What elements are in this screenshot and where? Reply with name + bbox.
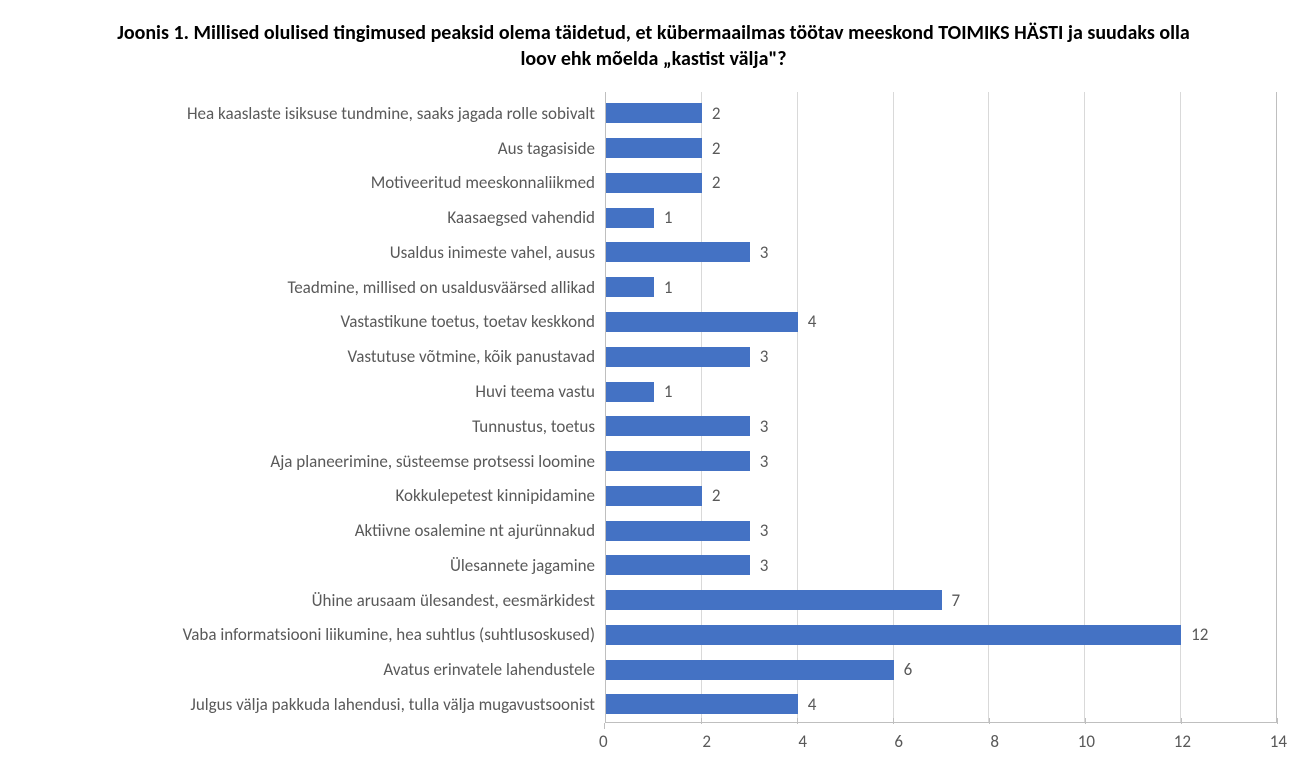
bar: [606, 103, 702, 123]
x-label: 8: [903, 731, 999, 752]
bar-value-label: 4: [808, 694, 817, 715]
y-label: Hea kaaslaste isiksuse tundmine, saaks j…: [30, 97, 595, 130]
bar: [606, 555, 750, 575]
chart-title: Joonis 1. Millised olulised tingimused p…: [104, 20, 1204, 72]
bar-value-label: 1: [664, 381, 673, 402]
y-axis-labels: Hea kaaslaste isiksuse tundmine, saaks j…: [30, 92, 605, 752]
y-label: Ülesannete jagamine: [30, 549, 595, 582]
y-label: Julgus välja pakkuda lahendusi, tulla vä…: [30, 688, 595, 721]
bar: [606, 382, 654, 402]
x-axis: 0 2468101214: [605, 722, 1277, 752]
y-label: Tunnustus, toetus: [30, 410, 595, 443]
bar-value-label: 2: [712, 172, 721, 193]
x-label: 4: [711, 731, 807, 752]
bar-value-label: 4: [808, 311, 817, 332]
bar: [606, 242, 750, 262]
y-label: Aja planeerimine, süsteemse protsessi lo…: [30, 445, 595, 478]
bar-value-label: 3: [760, 416, 769, 437]
y-label: Aktiivne osalemine nt ajurünnakud: [30, 514, 595, 547]
bar-row: 7: [606, 584, 1277, 617]
bar-row: 2: [606, 479, 1277, 512]
bar-row: 2: [606, 166, 1277, 199]
bar-row: 2: [606, 132, 1277, 165]
bars-container: 2 2 2 1 3 1 4 3 1 3 3 2 3 3 7 12 6 4: [606, 96, 1277, 722]
y-label: Vastutuse võtmine, kõik panustavad: [30, 340, 595, 373]
plot-area: 2 2 2 1 3 1 4 3 1 3 3 2 3 3 7 12 6 4: [605, 92, 1277, 722]
bar-row: 4: [606, 305, 1277, 338]
y-label: Vastastikune toetus, toetav keskkond: [30, 305, 595, 338]
y-label: Kaasaegsed vahendid: [30, 201, 595, 234]
y-label: Usaldus inimeste vahel, ausus: [30, 236, 595, 269]
bar-row: 3: [606, 549, 1277, 582]
bar: [606, 694, 798, 714]
bar: [606, 590, 942, 610]
bar-row: 3: [606, 236, 1277, 269]
bar: [606, 208, 654, 228]
bar-row: 12: [606, 618, 1277, 651]
y-label: Teadmine, millised on usaldusväärsed all…: [30, 271, 595, 304]
bar-value-label: 3: [760, 346, 769, 367]
bar-value-label: 1: [664, 207, 673, 228]
plot-wrap: 2221314313323371264 0 2468101214: [605, 92, 1277, 752]
bar-value-label: 7: [952, 590, 961, 611]
bar-value-label: 12: [1191, 624, 1208, 645]
y-label: Aus tagasiside: [30, 132, 595, 165]
y-label: Motiveeritud meeskonnaliikmed: [30, 166, 595, 199]
bar: [606, 486, 702, 506]
bar-row: 3: [606, 410, 1277, 443]
x-label: 6: [807, 731, 903, 752]
y-label: Huvi teema vastu: [30, 375, 595, 408]
bar-value-label: 6: [904, 659, 913, 680]
bar-row: 3: [606, 340, 1277, 373]
bar: [606, 521, 750, 541]
y-label: Avatus erinvatele lahendustele: [30, 653, 595, 686]
bar-row: 2: [606, 97, 1277, 130]
bar-row: 6: [606, 653, 1277, 686]
bar-value-label: 2: [712, 485, 721, 506]
y-label: Vaba informatsiooni liikumine, hea suhtl…: [30, 618, 595, 651]
bar: [606, 277, 654, 297]
x-label: 14: [1191, 731, 1287, 752]
x-label: 2: [615, 731, 711, 752]
x-tick-zero: [604, 723, 605, 729]
bar-row: 1: [606, 375, 1277, 408]
bar-value-label: 2: [712, 103, 721, 124]
bar-row: 3: [606, 514, 1277, 547]
bar: [606, 347, 750, 367]
bar-row: 1: [606, 201, 1277, 234]
bar: [606, 416, 750, 436]
bar: [606, 312, 798, 332]
bar-value-label: 3: [760, 520, 769, 541]
x-axis-labels: 0 2468101214: [605, 731, 1277, 752]
bar-value-label: 1: [664, 277, 673, 298]
bar-value-label: 3: [760, 555, 769, 576]
x-label-0: 0: [599, 731, 608, 752]
y-label: Kokkulepetest kinnipidamine: [30, 479, 595, 512]
y-label: Ühine arusaam ülesandest, eesmärkidest: [30, 584, 595, 617]
bar: [606, 173, 702, 193]
bar-row: 1: [606, 271, 1277, 304]
x-label: 10: [999, 731, 1095, 752]
bar-value-label: 3: [760, 451, 769, 472]
bar: [606, 451, 750, 471]
bar-value-label: 3: [760, 242, 769, 263]
bar-value-label: 2: [712, 138, 721, 159]
bar-row: 4: [606, 688, 1277, 721]
bar: [606, 138, 702, 158]
bar: [606, 660, 894, 680]
chart-area: Hea kaaslaste isiksuse tundmine, saaks j…: [30, 92, 1277, 752]
bar-row: 3: [606, 445, 1277, 478]
bar: [606, 625, 1181, 645]
x-label: 12: [1095, 731, 1191, 752]
